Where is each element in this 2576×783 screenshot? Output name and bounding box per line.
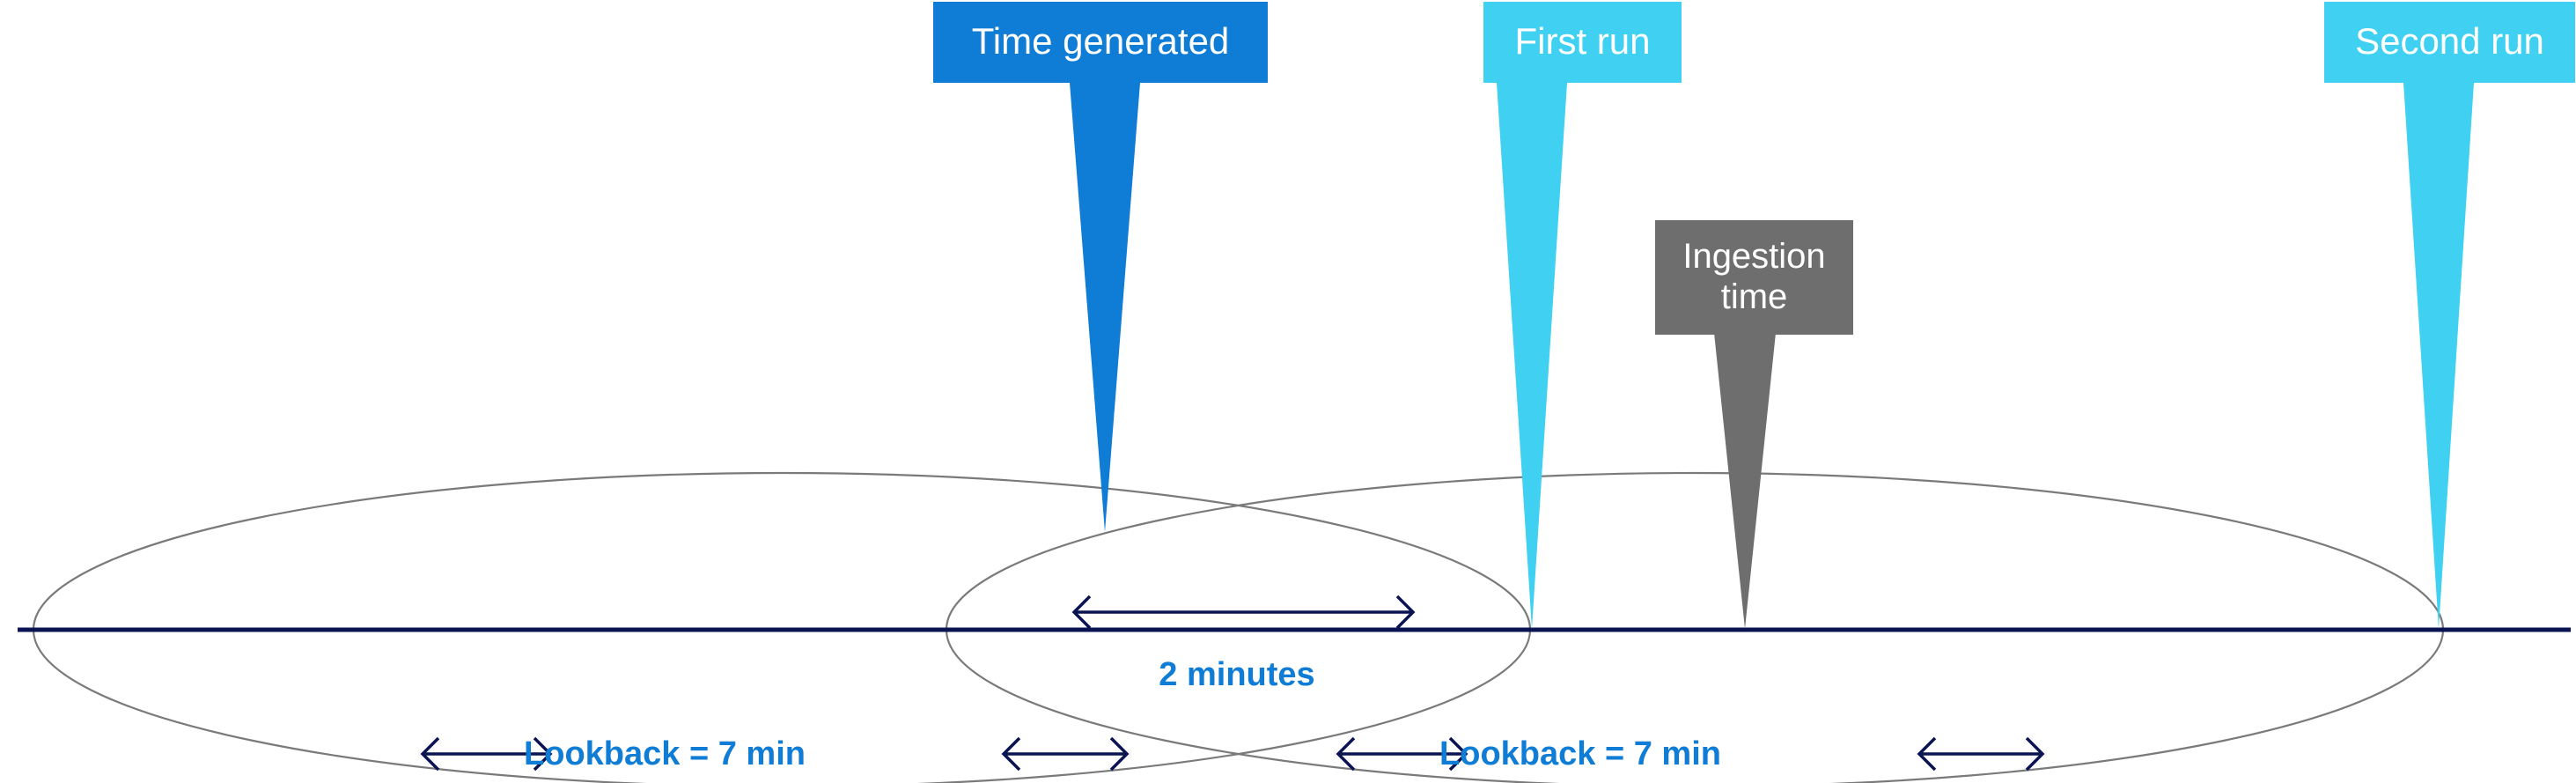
time-generated-label: Time generated xyxy=(933,2,1268,83)
ingestion-tail xyxy=(1714,333,1776,629)
time-generated-marker: Time generated xyxy=(933,2,1268,83)
overlap-arrow xyxy=(1074,596,1413,628)
lookback-left-label: Lookback = 7 min xyxy=(524,735,806,773)
ingestion-marker: Ingestion time xyxy=(1655,220,1853,335)
ingestion-label: Ingestion time xyxy=(1655,220,1853,335)
first-run-marker: First run xyxy=(1483,2,1682,83)
lookback-right-label: Lookback = 7 min xyxy=(1439,735,1721,773)
first-run-tail xyxy=(1497,83,1567,629)
second-run-label: Second run xyxy=(2324,2,2575,83)
second-run-marker: Second run xyxy=(2324,2,2575,83)
second-run-tail xyxy=(2403,83,2474,629)
first-run-label: First run xyxy=(1483,2,1682,83)
overlap-label: 2 minutes xyxy=(1159,656,1314,694)
time-generated-tail xyxy=(1070,83,1140,532)
